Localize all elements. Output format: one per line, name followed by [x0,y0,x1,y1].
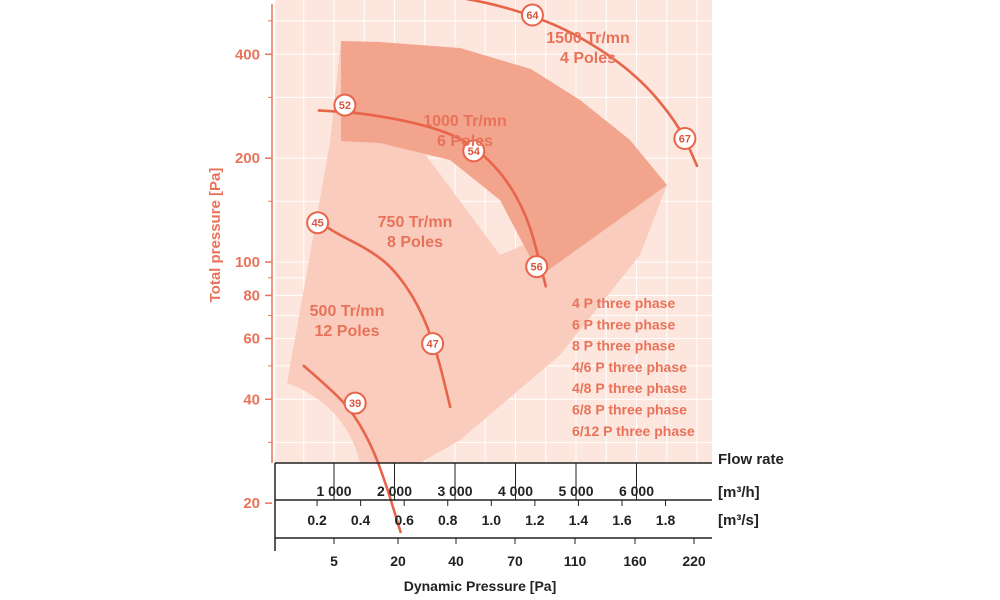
x3-tick-label: 20 [390,553,406,569]
legend-item: 4/6 P three phase [572,359,687,375]
flow-rate-label: Flow rate [718,451,784,468]
y-tick-label: 400 [235,46,260,63]
marker: 56 [525,255,549,279]
x3-tick-label: 220 [682,553,706,569]
marker: 39 [343,391,367,415]
marker: 52 [333,93,357,117]
x2-tick-label: 1.2 [525,512,545,528]
operating-band-dark [341,41,667,276]
marker-label: 47 [426,339,438,351]
x1-tick-label: 3 000 [437,483,472,499]
curve-label: 8 Poles [387,234,443,251]
x1-tick-label: 2 000 [377,483,412,499]
marker: 64 [520,3,544,27]
x2-tick-label: 0.8 [438,512,458,528]
marker-circle [673,127,697,151]
legend-item: 6/8 P three phase [572,402,687,418]
legend-item: 4/8 P three phase [572,380,687,396]
curve-labels: 1500 Tr/mn 4 Poles 1000 Tr/mn 6 Poles 750 Tr… [310,30,630,340]
marker-circle [462,139,486,163]
x1-tick-label: 5 000 [558,483,593,499]
x2-tick-label: 1.8 [656,512,676,528]
y-tick-label: 40 [243,391,260,408]
marker-circle [421,332,445,356]
curve-label: 1500 Tr/mn [546,30,630,47]
curve-label: 500 Tr/mn [310,303,385,320]
marker: 47 [421,332,445,356]
curve-label: 4 Poles [560,50,616,67]
marker: 67 [673,127,697,151]
marker-circle [525,255,549,279]
y-axis-title: Total pressure [Pa] [207,168,224,303]
y-tick-label: 20 [243,495,260,512]
legend: 4 P three phase 6 P three phase 8 P three … [572,295,695,439]
marker-label: 67 [679,134,691,146]
x3-tick-label: 160 [623,553,647,569]
marker-label: 52 [339,100,351,112]
x1-tick-label: 4 000 [498,483,533,499]
legend-item: 6/12 P three phase [572,423,695,439]
operating-band-light [287,41,667,463]
curve-label: 6 Poles [437,133,493,150]
x2-tick-label: 1.4 [569,512,589,528]
curve-label: 12 Poles [315,323,380,340]
marker-label: 56 [531,262,543,274]
y-tick-label: 200 [235,150,260,167]
x2-tick-label: 0.2 [307,512,327,528]
x2-tick-label: 1.6 [612,512,632,528]
marker-label: 45 [312,218,324,230]
y-tick-label: 60 [243,331,260,348]
x1-unit: [m³/h] [718,484,760,501]
x1-tick-label: 1 000 [316,483,351,499]
legend-item: 8 P three phase [572,338,675,354]
marker: 45 [306,211,330,235]
marker-circle [343,391,367,415]
curve-label: 1000 Tr/mn [423,113,507,130]
marker-circle [520,3,544,27]
x-axis-title: Dynamic Pressure [Pa] [404,578,557,594]
legend-item: 4 P three phase [572,295,675,311]
x2-unit: [m³/s] [718,512,759,529]
marker-label: 54 [468,146,481,158]
x3-tick-label: 110 [564,553,587,569]
efficiency-markers: 626467525456454739 [306,3,697,415]
legend-item: 6 P three phase [572,316,675,332]
x3-tick-label: 40 [448,553,464,569]
x2-tick-label: 1.0 [482,512,502,528]
marker-circle [333,93,357,117]
y-tick-label: 600 [235,0,260,3]
y-tick-label: 100 [235,254,260,271]
x2-tick-label: 0.4 [351,512,371,528]
marker-circle [306,211,330,235]
x2-tick-label: 0.6 [394,512,414,528]
curve-label: 750 Tr/mn [378,214,453,231]
y-tick-label: 80 [243,287,260,304]
x3-tick-label: 70 [507,553,523,569]
x1-tick-label: 6 000 [619,483,654,499]
x3-tick-label: 5 [330,553,338,569]
x-axes: 1 000 2 000 3 000 4 000 5 000 6 000 [m³/h] 0.2 0… [274,462,760,569]
marker-label: 64 [526,10,539,22]
y-axis: 20406080100200400600800 [235,0,273,512]
marker-label: 39 [349,398,361,410]
marker: 54 [462,139,486,163]
